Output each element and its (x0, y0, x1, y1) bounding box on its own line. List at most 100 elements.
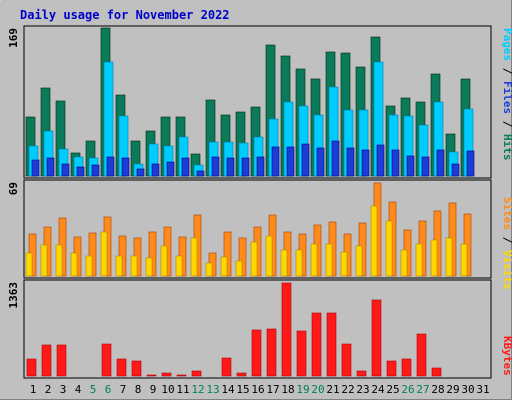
bar-kbytes-day-22 (341, 343, 352, 377)
bar-pages-day-22 (346, 147, 355, 177)
ymax-label-kbytes: 1363 (7, 282, 20, 309)
x-tick-label-28: 28 (431, 383, 444, 396)
bar-pages-day-7 (121, 157, 130, 177)
bar-pages-day-8 (136, 168, 145, 177)
bar-pages-day-20 (316, 147, 325, 177)
x-tick-label-30: 30 (461, 383, 474, 396)
bar-pages-day-10 (166, 161, 175, 177)
bars-layer (25, 27, 475, 377)
bar-pages-day-27 (421, 156, 430, 177)
bar-pages-day-1 (31, 159, 40, 177)
bar-kbytes-day-19 (296, 330, 307, 377)
bar-sites-day-1 (25, 252, 33, 277)
bar-visits-day-9 (148, 231, 157, 277)
bar-kbytes-day-17 (266, 328, 277, 377)
bar-sites-day-4 (70, 252, 78, 277)
bar-sites-day-19 (295, 249, 303, 277)
legend-files: Files (501, 81, 512, 114)
bar-pages-day-19 (301, 143, 310, 177)
x-tick-label-26: 26 (401, 383, 414, 396)
chart-title: Daily usage for November 2022 (20, 8, 230, 22)
x-tick-label-29: 29 (446, 383, 459, 396)
bar-kbytes-day-10 (161, 372, 172, 377)
legend-pages: Pages (501, 28, 512, 61)
bar-pages-day-5 (91, 164, 100, 177)
bar-pages-day-16 (256, 156, 265, 177)
legend-visits: Visits (501, 250, 512, 290)
bar-pages-day-29 (451, 163, 460, 177)
legend-hits-panel: Pages / Files / Hits (501, 28, 512, 161)
x-tick-label-1: 1 (30, 383, 37, 396)
x-tick-label-23: 23 (356, 383, 369, 396)
bar-pages-day-23 (361, 149, 370, 177)
x-tick-label-20: 20 (311, 383, 324, 396)
bar-kbytes-day-28 (431, 367, 442, 377)
x-tick-label-14: 14 (221, 383, 235, 396)
bar-kbytes-day-25 (386, 360, 397, 377)
bar-kbytes-day-6 (101, 343, 112, 377)
bar-pages-day-21 (331, 140, 340, 177)
legend-sites: Sites (501, 197, 512, 230)
bar-sites-day-12 (190, 237, 198, 277)
bar-kbytes-day-14 (221, 357, 232, 377)
legend-kbytes-panel: KBytes (501, 336, 512, 376)
bar-kbytes-day-20 (311, 312, 322, 377)
legend-visits-panel: Sites / Visits (501, 197, 512, 290)
bar-sites-day-8 (130, 255, 138, 277)
x-tick-label-9: 9 (150, 383, 157, 396)
bar-pages-day-4 (76, 166, 85, 177)
x-tick-label-21: 21 (326, 383, 339, 396)
x-tick-label-4: 4 (75, 383, 82, 396)
bar-sites-day-30 (460, 243, 468, 277)
bar-visits-day-15 (238, 237, 247, 277)
bar-pages-day-15 (241, 157, 250, 177)
bar-kbytes-day-15 (236, 372, 247, 377)
x-tick-label-25: 25 (386, 383, 399, 396)
x-tick-label-31: 31 (476, 383, 489, 396)
bar-sites-day-27 (415, 243, 423, 277)
bar-pages-day-6 (106, 156, 115, 177)
legend-kbytes: KBytes (501, 336, 512, 376)
bar-sites-day-26 (400, 249, 408, 277)
bar-sites-day-16 (250, 241, 258, 277)
bar-sites-day-6 (100, 231, 108, 277)
bar-sites-day-24 (370, 205, 378, 277)
bar-visits-day-5 (88, 232, 97, 277)
bar-kbytes-day-27 (416, 333, 427, 377)
bar-pages-day-3 (61, 163, 70, 177)
x-tick-label-10: 10 (161, 383, 174, 396)
bar-sites-day-17 (265, 235, 273, 277)
x-tick-label-12: 12 (191, 383, 204, 396)
ymax-label-visits: 69 (7, 182, 20, 195)
x-tick-label-22: 22 (341, 383, 354, 396)
bar-sites-day-25 (385, 220, 393, 277)
x-tick-label-19: 19 (296, 383, 309, 396)
legend-sep-2: / (501, 114, 512, 134)
bar-sites-day-11 (175, 255, 183, 277)
x-tick-label-24: 24 (371, 383, 385, 396)
bar-kbytes-day-18 (281, 282, 292, 377)
bar-sites-day-23 (355, 245, 363, 277)
bar-sites-day-18 (280, 249, 288, 277)
x-tick-label-3: 3 (60, 383, 67, 396)
legend-sep-3: / (501, 230, 512, 250)
x-tick-label-27: 27 (416, 383, 429, 396)
bar-kbytes-day-11 (176, 374, 187, 377)
legend-sep-1: / (501, 61, 512, 81)
bar-pages-day-14 (226, 157, 235, 177)
bar-pages-day-18 (286, 146, 295, 177)
x-tick-label-16: 16 (251, 383, 264, 396)
bar-pages-day-2 (46, 157, 55, 177)
bar-kbytes-day-23 (356, 370, 367, 377)
bar-sites-day-5 (85, 255, 93, 277)
x-tick-label-8: 8 (135, 383, 142, 396)
x-tick-label-6: 6 (105, 383, 112, 396)
x-tick-label-2: 2 (45, 383, 52, 396)
bar-kbytes-day-2 (41, 344, 52, 377)
bar-pages-day-28 (436, 149, 445, 177)
bar-kbytes-day-8 (131, 360, 142, 377)
bar-kbytes-day-26 (401, 358, 412, 377)
ymax-label-hits: 169 (7, 28, 20, 48)
